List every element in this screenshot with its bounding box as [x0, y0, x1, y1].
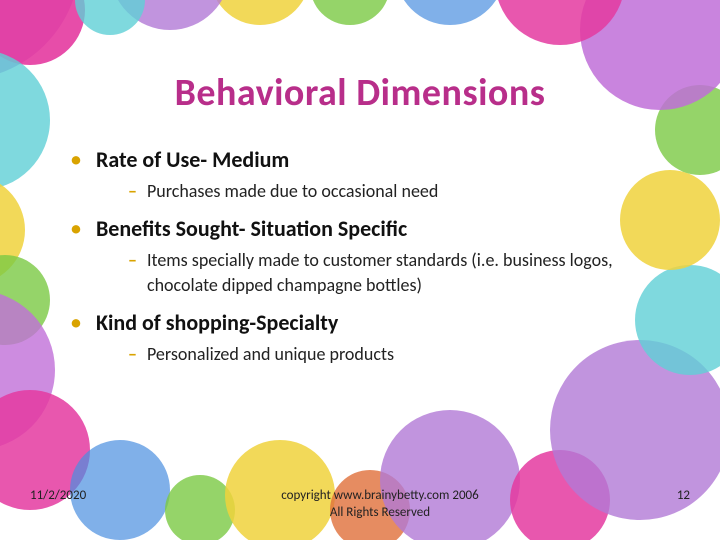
bullet-icon: • [70, 311, 82, 335]
list-item: • Benefits Sought- Situation Specific – … [70, 215, 670, 297]
list-item: • Kind of shopping-Specialty – Personali… [70, 309, 670, 366]
list-item-text: Rate of Use- Medium [96, 146, 289, 173]
dash-icon: – [128, 179, 137, 203]
list-item-text: Benefits Sought- Situation Specific [96, 215, 407, 242]
bullet-icon: • [70, 148, 82, 172]
bullet-list: • Rate of Use- Medium – Purchases made d… [50, 146, 670, 366]
slide-title: Behavioral Dimensions [50, 70, 670, 116]
sub-list: – Items specially made to customer stand… [70, 248, 670, 297]
dash-icon: – [128, 342, 137, 366]
sub-list-item: – Items specially made to customer stand… [128, 248, 670, 297]
sub-list: – Purchases made due to occasional need [70, 179, 670, 203]
dash-icon: – [128, 248, 137, 272]
footer-date: 11/2/2020 [30, 488, 130, 503]
bullet-icon: • [70, 217, 82, 241]
footer-page-number: 12 [630, 488, 690, 503]
list-item-text: Kind of shopping-Specialty [96, 309, 338, 336]
slide-footer: 11/2/2020 copyright www.brainybetty.com … [0, 488, 720, 522]
sub-list-item: – Personalized and unique products [128, 342, 670, 366]
footer-copyright: copyright www.brainybetty.com 2006 All R… [130, 488, 630, 522]
sub-list: – Personalized and unique products [70, 342, 670, 366]
list-item: • Rate of Use- Medium – Purchases made d… [70, 146, 670, 203]
sub-list-item: – Purchases made due to occasional need [128, 179, 670, 203]
slide-content: Behavioral Dimensions • Rate of Use- Med… [0, 0, 720, 540]
